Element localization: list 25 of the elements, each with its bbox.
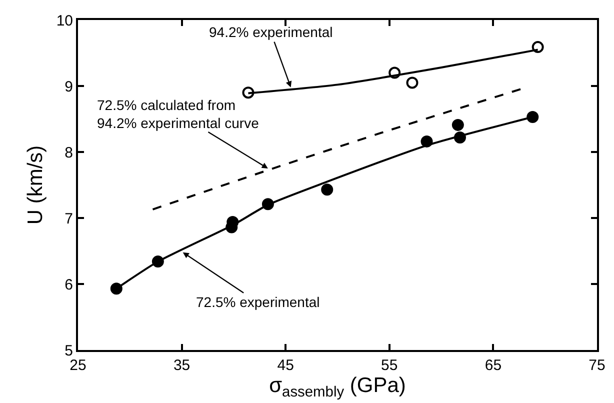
x-axis-title: σ$_{assembly}$ (GPa) (269, 374, 406, 400)
point (242, 86, 254, 99)
x-tick-label: 35 (173, 357, 190, 374)
point (452, 118, 464, 131)
x-tick-label: 65 (484, 357, 502, 374)
y-tick-label: 6 (64, 276, 73, 294)
annotation: 72.5% experimental (196, 294, 320, 310)
point (526, 111, 539, 124)
point (321, 184, 334, 196)
annotation: 72.5% calculated from 94.2% experimental curve (97, 97, 260, 132)
x-tick-label: 55 (381, 357, 398, 374)
x-tick-label: 25 (70, 357, 86, 374)
point (110, 282, 122, 295)
point (388, 66, 401, 79)
y-tick-label: 9 (64, 78, 73, 96)
y-tick-label: 7 (64, 210, 73, 228)
annotation: 94.2% experimental (209, 24, 333, 40)
x-tick-label: 75 (588, 357, 606, 374)
x-tick-label: 45 (277, 357, 294, 374)
y-tick-label: 10 (56, 12, 73, 30)
point (532, 41, 544, 54)
y-tick-label: 8 (64, 144, 73, 162)
y-axis-title: U (km/s) (24, 145, 47, 225)
point (406, 76, 418, 89)
y-tick-label: 5 (64, 342, 73, 360)
